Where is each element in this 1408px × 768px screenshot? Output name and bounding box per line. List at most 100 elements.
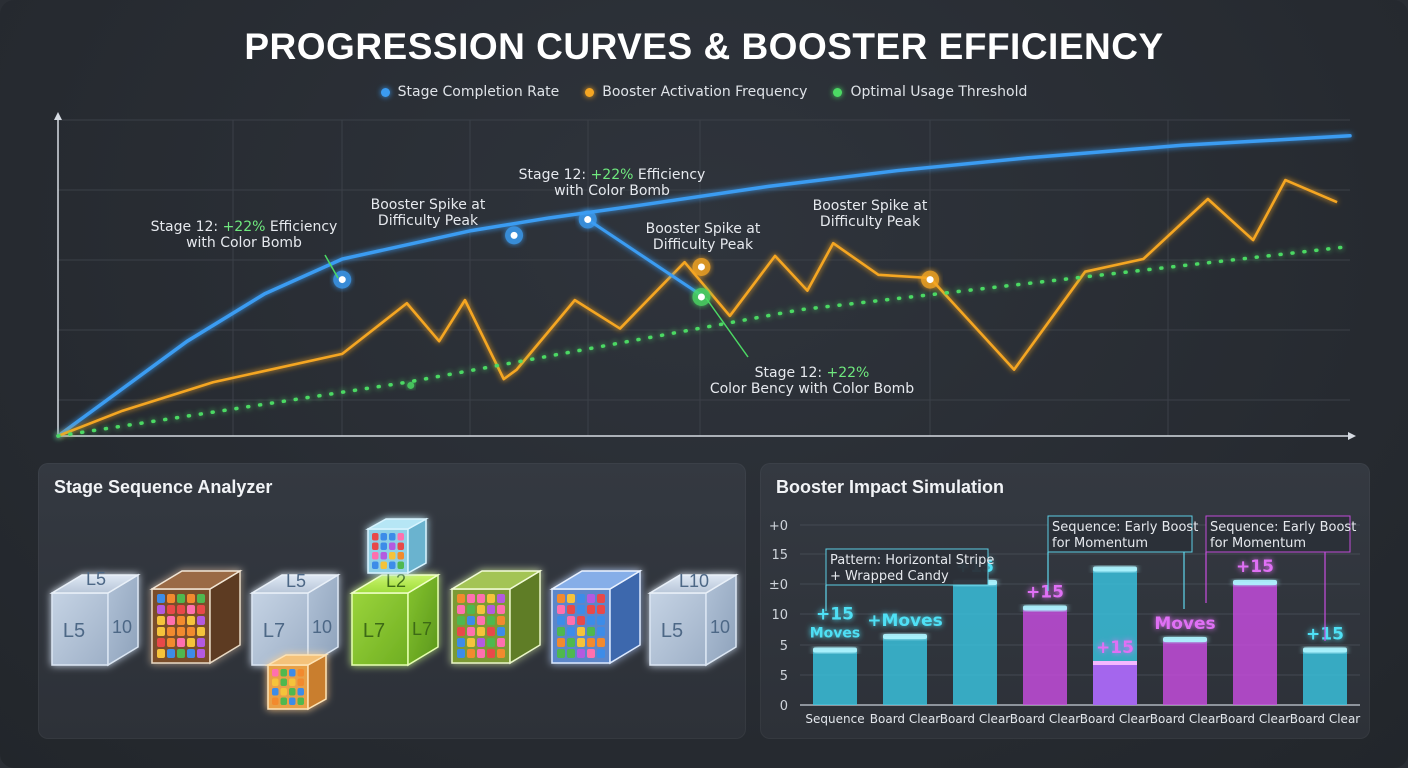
candy-piece-icon: [557, 638, 565, 647]
stage-cube-l5[interactable]: L5 L5 10: [49, 569, 141, 667]
candy-piece-icon: [467, 638, 475, 647]
candy-piece-icon: [487, 649, 495, 658]
candy-piece-icon: [297, 688, 304, 696]
candy-piece-icon: [380, 542, 387, 550]
annotation-text: Stage 12: +22%: [755, 365, 870, 381]
bar-cap: [813, 647, 857, 653]
candy-piece-icon: [587, 605, 595, 614]
bar: [1303, 649, 1347, 705]
candy-piece-icon: [289, 688, 296, 696]
marker-blue-1-core: [338, 276, 346, 284]
cube-left-label: L7: [263, 620, 285, 642]
cube-top-label: L5: [86, 569, 106, 589]
candy-piece-icon: [557, 627, 565, 636]
stage-cube-candy-2[interactable]: [449, 569, 543, 665]
page-title: PROGRESSION CURVES & BOOSTER EFFICIENCY: [244, 26, 1164, 67]
candy-piece-icon: [457, 616, 465, 625]
candy-piece-icon: [177, 627, 185, 636]
candy-piece-icon: [389, 533, 396, 541]
candy-piece-icon: [167, 638, 175, 647]
stage-sequence-panel: Stage Sequence Analyzer: [38, 463, 746, 739]
annotation-text: Stage 12: +22% Efficiency: [519, 167, 706, 183]
cube-top-label: L2: [386, 571, 406, 591]
stage-cube-candy-1[interactable]: [149, 569, 243, 665]
bar-data-label: +15: [1096, 638, 1134, 658]
candy-piece-icon: [467, 649, 475, 658]
series-line-stage-completion: [56, 134, 1352, 438]
candy-piece-icon: [597, 605, 605, 614]
candy-piece-icon: [187, 616, 195, 625]
candy-piece-icon: [597, 616, 605, 625]
bar-cap: [883, 634, 927, 639]
bar-data-label: +15: [1026, 583, 1064, 603]
candy-piece-icon: [577, 605, 585, 614]
bar-data-label: +Moves: [867, 611, 943, 631]
x-category-label: Board Clear: [1150, 712, 1221, 726]
annotation-text-line2: with Color Bomb: [186, 235, 302, 251]
x-axis-arrow-icon: [1348, 432, 1356, 440]
y-axis-arrow-icon: [54, 112, 62, 120]
legend-item-completion[interactable]: Stage Completion Rate: [380, 84, 559, 100]
stage-cube-candy-small-bottom[interactable]: [265, 653, 329, 711]
callout-text: Pattern: Horizontal Stripe: [830, 553, 994, 568]
candy-piece-icon: [497, 594, 505, 603]
callout-box: [1047, 515, 1193, 553]
y-tick-label: 5: [780, 639, 788, 654]
bar-series: [813, 566, 1347, 705]
cube-left-label: L5: [63, 620, 85, 642]
candy-piece-icon: [177, 616, 185, 625]
annotation-text-line2: Difficulty Peak: [378, 213, 479, 229]
candy-piece-icon: [289, 669, 296, 677]
candy-piece-icon: [297, 697, 304, 705]
legend-item-activation[interactable]: Booster Activation Frequency: [585, 84, 807, 100]
candy-piece-icon: [197, 638, 205, 647]
candy-piece-icon: [597, 649, 605, 658]
candy-piece-icon: [457, 649, 465, 658]
candy-piece-icon: [567, 627, 575, 636]
annotation-leader-line: [324, 254, 339, 279]
candy-piece-icon: [597, 638, 605, 647]
candy-piece-icon: [467, 605, 475, 614]
candy-piece-icon: [380, 533, 387, 541]
stage-cube-l10[interactable]: L10 L5 10: [647, 571, 739, 667]
stage-cube-candy-small-top[interactable]: [365, 517, 429, 575]
annotation-text-line2: Difficulty Peak: [653, 237, 754, 253]
candy-piece-icon: [397, 542, 404, 550]
panel-title: Booster Impact Simulation: [776, 477, 1005, 497]
marker-orange-2-core: [926, 276, 934, 284]
callout-text-line2: for Momentum: [1052, 536, 1148, 551]
legend-item-threshold[interactable]: Optimal Usage Threshold: [833, 84, 1027, 100]
chart-axes: [54, 112, 1356, 440]
candy-piece-icon: [457, 638, 465, 647]
bar-overlay: [1093, 663, 1137, 705]
candy-piece-icon: [487, 638, 495, 647]
candy-piece-icon: [157, 627, 165, 636]
legend-dot-icon: [585, 87, 595, 97]
bar-cap: [1093, 566, 1137, 572]
panel-title: Stage Sequence Analyzer: [54, 477, 273, 497]
candy-piece-icon: [167, 594, 175, 603]
bar-data-label: Moves: [1154, 614, 1215, 634]
stage-cube-sequence: L5 L5 10 L5 L7 10: [49, 517, 739, 711]
bar-cap: [1233, 580, 1277, 585]
stage-cube-candy-blue[interactable]: [549, 569, 643, 665]
candy-piece-icon: [477, 616, 485, 625]
candy-piece-icon: [187, 627, 195, 636]
annotation-suffix: Efficiency: [633, 167, 705, 183]
candy-piece-icon: [280, 697, 287, 705]
stage-cube-l2-active[interactable]: L2 L7 L7: [349, 571, 441, 667]
candy-piece-icon: [397, 561, 404, 569]
candy-piece-icon: [187, 638, 195, 647]
candy-piece-icon: [187, 605, 195, 614]
candy-piece-icon: [487, 594, 495, 603]
candy-piece-icon: [557, 594, 565, 603]
annotation-leader-line: [705, 297, 749, 358]
candy-piece-icon: [457, 627, 465, 636]
stage-cube-l7[interactable]: L5 L7 10: [249, 571, 341, 667]
candy-piece-icon: [467, 627, 475, 636]
candy-piece-icon: [577, 627, 585, 636]
candy-piece-icon: [177, 594, 185, 603]
candy-piece-icon: [587, 594, 595, 603]
chart-annotations: Stage 12: +22% Efficiency with Color Bomb…: [151, 167, 928, 397]
x-category-label: Board Clear: [1080, 712, 1151, 726]
